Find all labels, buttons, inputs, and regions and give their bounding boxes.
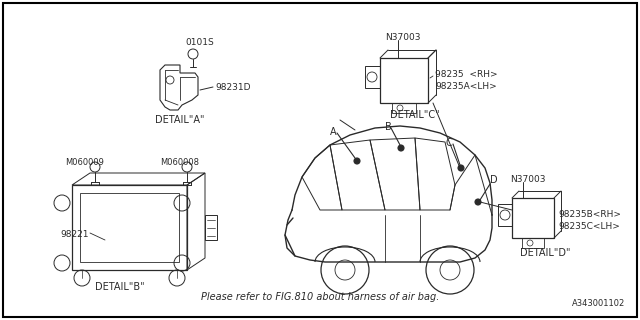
Text: A: A <box>330 127 337 137</box>
Text: 0101S: 0101S <box>185 38 214 47</box>
Text: N37003: N37003 <box>510 175 545 184</box>
Text: N37003: N37003 <box>385 33 420 42</box>
Text: 98221: 98221 <box>60 230 88 239</box>
Bar <box>80 193 179 262</box>
Circle shape <box>354 158 360 164</box>
Circle shape <box>458 165 464 171</box>
Bar <box>205 215 217 240</box>
Bar <box>522 238 544 248</box>
Text: B: B <box>385 122 392 132</box>
Bar <box>380 58 428 103</box>
Bar <box>512 198 554 238</box>
Text: M060009: M060009 <box>65 158 104 167</box>
Text: D: D <box>490 175 498 185</box>
Bar <box>392 103 416 113</box>
Text: 98235B<RH>: 98235B<RH> <box>558 210 621 219</box>
Text: DETAIL"C": DETAIL"C" <box>390 110 440 120</box>
Text: DETAIL"A": DETAIL"A" <box>155 115 205 125</box>
Text: A343001102: A343001102 <box>572 299 625 308</box>
Text: 98235  <RH>: 98235 <RH> <box>435 70 498 79</box>
Circle shape <box>475 199 481 205</box>
Text: 98235C<LH>: 98235C<LH> <box>558 222 620 231</box>
Text: C: C <box>445 138 452 148</box>
Text: M060008: M060008 <box>160 158 199 167</box>
Text: 98231D: 98231D <box>215 83 250 92</box>
Text: 98235A<LH>: 98235A<LH> <box>435 82 497 91</box>
Bar <box>72 185 187 270</box>
Circle shape <box>398 145 404 151</box>
Text: DETAIL"B": DETAIL"B" <box>95 282 145 292</box>
Text: DETAIL"D": DETAIL"D" <box>520 248 570 258</box>
Text: Please refer to FIG.810 about harness of air bag.: Please refer to FIG.810 about harness of… <box>201 292 439 302</box>
